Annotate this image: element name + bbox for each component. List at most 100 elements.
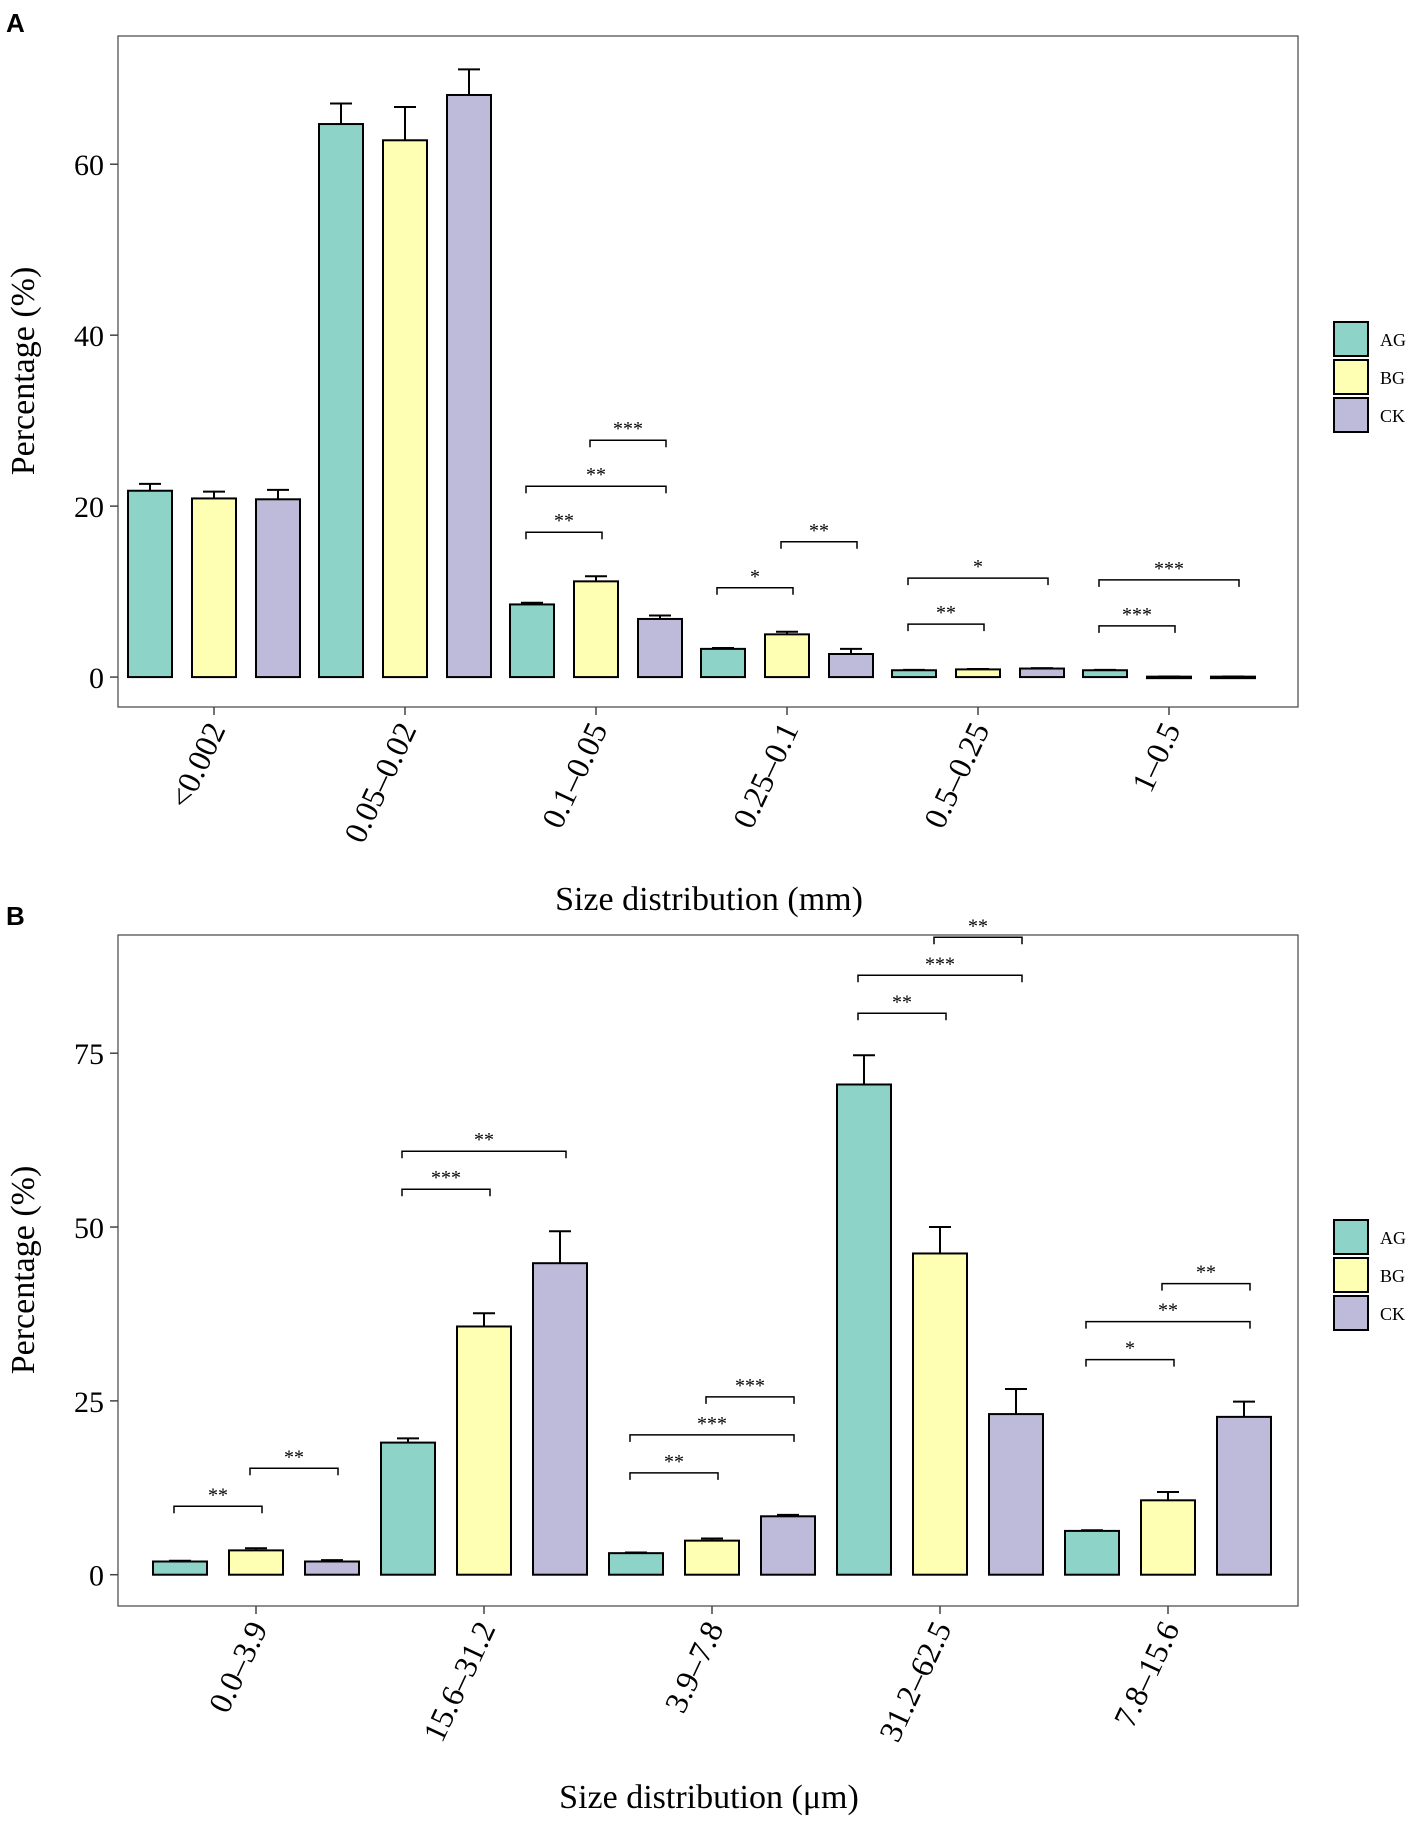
panel-a-significance-bracket	[780, 541, 858, 549]
panel-b-bar-ck	[532, 1262, 588, 1576]
panel-b-significance-label: *	[1125, 1338, 1135, 1360]
panel-a-bar-ck	[255, 498, 301, 679]
panel-b-x-tick-label: 7.8–15.6	[1106, 1616, 1186, 1733]
panel-b-bar-ck	[1216, 1415, 1272, 1576]
panel-b-bar-ag	[380, 1441, 436, 1576]
panel-b-significance-label: **	[968, 915, 988, 937]
panel-b-y-tick-label: 50	[74, 1212, 104, 1245]
panel-a-legend-swatch-ck	[1333, 397, 1369, 433]
panel-b-significance-bracket	[629, 1472, 719, 1480]
panel-b-significance-label: ***	[697, 1413, 727, 1435]
panel-a-x-tick-label: 0.5–0.25	[916, 717, 996, 834]
panel-a-significance-bracket	[907, 623, 985, 632]
panel-b-x-tick-label: 15.6–31.2	[416, 1616, 503, 1747]
panel-b-significance-bracket	[401, 1150, 567, 1159]
panel-b-significance-bracket	[401, 1188, 491, 1197]
panel-b-significance-bracket	[1085, 1320, 1251, 1329]
panel-b-plot-area	[117, 934, 1299, 1607]
panel-a-x-tick-label: 1–0.5	[1124, 717, 1187, 797]
panel-b-bar-ag	[152, 1560, 208, 1576]
panel-a-bar-ag	[318, 123, 364, 679]
panel-a-significance-label: **	[809, 520, 829, 542]
panel-b-x-tick-label: 0.0–3.9	[201, 1616, 274, 1718]
panel-a-legend-label-ck: CK	[1380, 406, 1405, 426]
panel-b-significance-bracket	[857, 974, 1023, 983]
panel-a-significance-bracket	[1098, 625, 1176, 633]
panel-a-significance-bracket	[589, 439, 667, 448]
panel-a-x-tick-label: <0.002	[162, 717, 233, 814]
panel-b-bar-ag	[608, 1552, 664, 1576]
panel-b-legend-label-ag: AG	[1380, 1228, 1406, 1248]
panel-a-legend-swatch-ag	[1333, 321, 1369, 357]
panel-b-significance-bracket	[1161, 1282, 1251, 1291]
panel-b-significance-label: **	[1158, 1300, 1178, 1322]
panel-b-significance-label: ***	[925, 953, 955, 975]
panel-b-y-tick-label: 25	[74, 1386, 104, 1419]
panel-a-bar-ag	[891, 669, 937, 679]
panel-b-y-tick-label: 0	[89, 1560, 104, 1593]
panel-a-legend-label-bg: BG	[1380, 368, 1405, 388]
panel-b-legend-swatch-ck	[1333, 1295, 1369, 1331]
panel-a-significance-label: ***	[1122, 604, 1152, 626]
panel-a-x-tick-label: 0.05–0.02	[337, 717, 424, 848]
panel-b-legend-label-ck: CK	[1380, 1304, 1405, 1324]
panel-b-bar-bg	[228, 1549, 284, 1576]
panel-b-significance-label: **	[664, 1451, 684, 1473]
panel-a-plot-area	[117, 35, 1299, 708]
panel-b-bar-bg	[684, 1539, 740, 1576]
panel-a-bar-ag	[509, 603, 555, 679]
panel-a-significance-label: *	[973, 556, 983, 578]
panel-b-significance-label: **	[1196, 1262, 1216, 1284]
panel-b-significance-label: ***	[735, 1375, 765, 1397]
panel-a-y-axis-title: Percentage (%)	[5, 267, 42, 476]
panel-b-bar-bg	[912, 1252, 968, 1576]
panel-a-bar-ag	[127, 489, 173, 679]
panel-b-y-tick-label: 75	[74, 1038, 104, 1071]
panel-a-bar-bg	[191, 497, 237, 679]
panel-b-chart: B 0 25 50 75 0.0–3.9 15.6–31.2 3.9–7.8 31.2–62.…	[5, 901, 1406, 1816]
panel-a-bar-bg	[382, 139, 428, 679]
panel-a-y-tick-label: 0	[89, 662, 104, 695]
panel-a-legend-swatch-bg	[1333, 359, 1369, 395]
panel-a-significance-label: **	[586, 464, 606, 486]
panel-b-legend-swatch-ag	[1333, 1219, 1369, 1255]
panel-b-bar-ck	[988, 1413, 1044, 1576]
panel-b-significance-label: **	[208, 1484, 228, 1506]
panel-a-y-tick-label: 60	[74, 149, 104, 182]
panel-a-legend-label-ag: AG	[1380, 330, 1406, 350]
panel-a-chart: A 0 20 40 60 <0.002 0.05–0.02 0.1–0.05 0.25–0.1…	[5, 8, 1406, 918]
panel-a-label: A	[6, 8, 25, 38]
panel-b-y-axis-title: Percentage (%)	[5, 1166, 42, 1375]
panel-a-bar-bg	[955, 668, 1001, 679]
panel-a-bar-ck	[637, 617, 683, 679]
panel-a-x-axis-title: Size distribution (mm)	[555, 881, 863, 918]
panel-b-significance-bracket	[857, 1012, 947, 1021]
panel-b-legend-label-bg: BG	[1380, 1266, 1405, 1286]
panel-b-significance-label: **	[892, 991, 912, 1013]
panel-a-bar-ag	[1082, 669, 1128, 679]
panel-b-significance-bracket	[249, 1467, 339, 1476]
panel-a-x-tick-label: 0.25–0.1	[725, 717, 805, 834]
panel-b-bar-ck	[304, 1560, 360, 1576]
panel-a-significance-bracket	[525, 485, 667, 494]
panel-b-label: B	[6, 901, 25, 931]
panel-a-bar-ag	[700, 647, 746, 679]
panel-b-significance-label: **	[284, 1446, 304, 1468]
panel-a-bar-bg	[764, 633, 810, 679]
panel-a-significance-label: ***	[613, 418, 643, 440]
panel-a-significance-bracket	[907, 577, 1049, 586]
panel-a-significance-label: **	[554, 510, 574, 532]
panel-a-significance-bracket	[716, 587, 794, 595]
panel-a-bar-bg	[573, 580, 619, 679]
panel-b-bar-bg	[456, 1325, 512, 1576]
panel-a-significance-bracket	[1098, 579, 1240, 587]
panel-b-significance-label: **	[474, 1129, 494, 1151]
panel-b-legend-swatch-bg	[1333, 1257, 1369, 1293]
panel-b-significance-label: ***	[431, 1167, 461, 1189]
panel-b-x-axis-title: Size distribution (μm)	[559, 1779, 859, 1816]
panel-a-bar-ck	[1019, 667, 1065, 679]
panel-a-y-tick-label: 40	[74, 320, 104, 353]
panel-a-y-tick-label: 20	[74, 491, 104, 524]
panel-b-significance-bracket	[629, 1434, 795, 1442]
